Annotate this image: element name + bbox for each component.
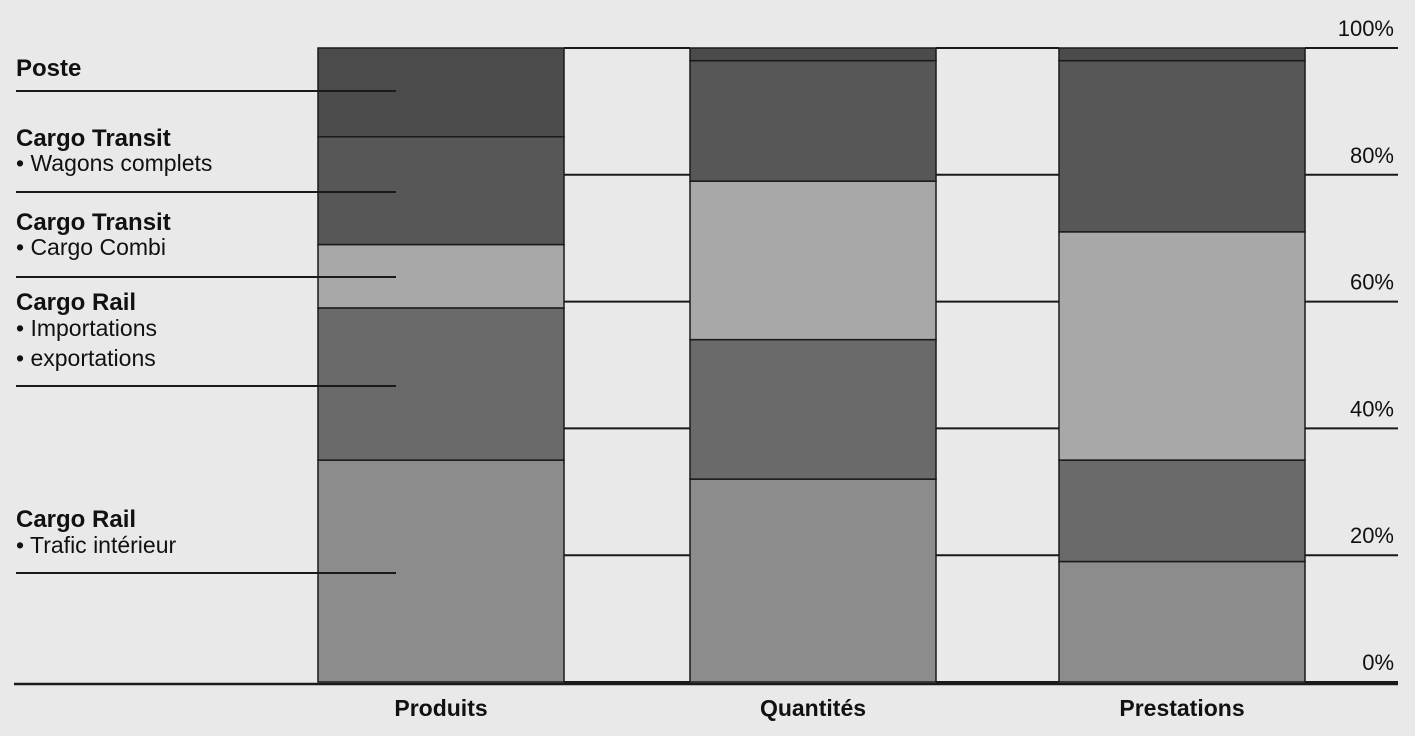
legend-title: Cargo Rail	[16, 289, 136, 316]
legend-item: • Cargo Combi	[16, 234, 166, 260]
bar-segment	[689, 478, 937, 683]
bar-segment	[1058, 47, 1306, 62]
legend-title: Cargo Transit	[16, 209, 171, 236]
legend-item: • Importations	[16, 315, 157, 341]
category-label: Quantités	[760, 695, 866, 721]
legend-item: • Trafic intérieur	[16, 532, 176, 558]
bar-segment	[317, 47, 565, 138]
legend-title: Poste	[16, 55, 81, 82]
bar-segment	[689, 338, 937, 480]
bar-segment	[1058, 459, 1306, 563]
bar-segment	[689, 180, 937, 341]
category-label: Prestations	[1119, 695, 1244, 721]
y-tick-label: 40%	[1350, 396, 1394, 421]
category-label: Produits	[394, 695, 487, 721]
y-tick-label: 80%	[1350, 143, 1394, 168]
bar-segment	[689, 59, 937, 182]
y-tick-label: 0%	[1362, 650, 1394, 675]
bar-segment	[1058, 560, 1306, 683]
y-tick-label: 20%	[1350, 523, 1394, 548]
y-tick-label: 60%	[1350, 270, 1394, 295]
bar-segment	[1058, 231, 1306, 461]
legend-item: • exportations	[16, 345, 156, 371]
bar-segment	[689, 47, 937, 62]
bar-segment	[317, 459, 565, 683]
y-tick-label: 100%	[1338, 16, 1394, 41]
bar-segment	[1058, 59, 1306, 233]
legend-title: Cargo Transit	[16, 125, 171, 152]
legend-item: • Wagons complets	[16, 150, 212, 176]
bar-segment	[317, 136, 565, 246]
legend-title: Cargo Rail	[16, 506, 136, 533]
bar-segment	[317, 307, 565, 461]
